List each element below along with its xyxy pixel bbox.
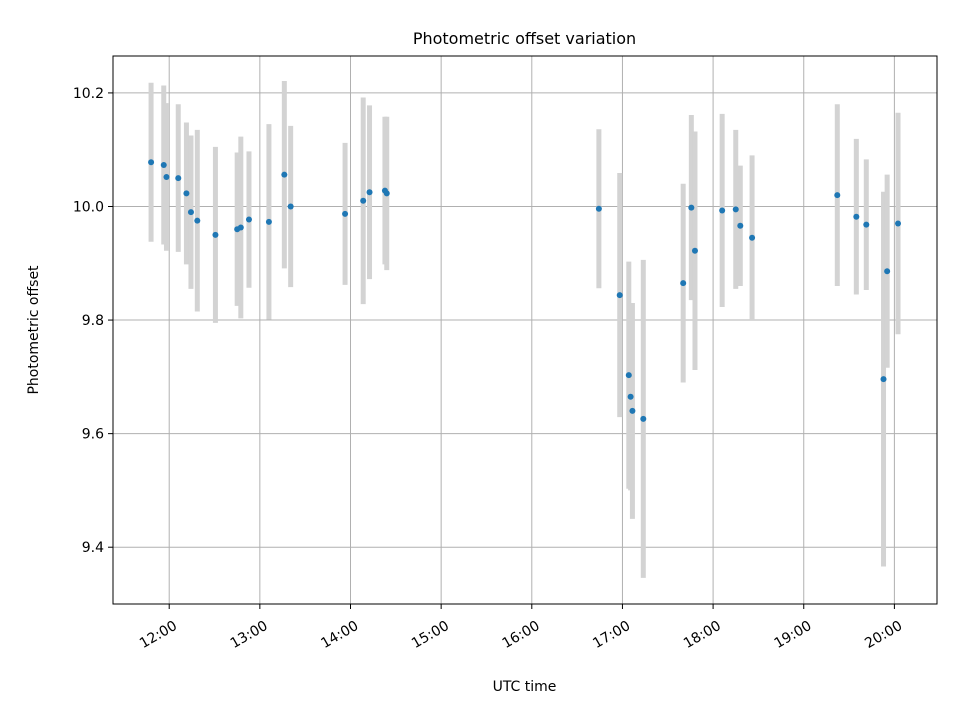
data-point — [680, 280, 687, 287]
data-point — [175, 175, 182, 182]
y-tick-label: 9.8 — [82, 313, 104, 329]
data-point — [629, 407, 636, 414]
data-point — [342, 210, 349, 217]
data-point — [732, 206, 739, 213]
data-point — [212, 231, 219, 238]
data-point — [160, 162, 167, 169]
data-points — [148, 159, 902, 422]
x-axis-label: UTC time — [493, 679, 557, 695]
y-tick-label: 9.6 — [82, 427, 104, 443]
data-point — [884, 268, 891, 275]
data-point — [853, 213, 860, 220]
data-point — [737, 222, 744, 229]
data-point — [719, 207, 726, 214]
y-tick-label: 10.0 — [73, 199, 104, 215]
y-axis-ticks: 9.4 9.6 9.8 10.0 10.2 — [73, 86, 113, 556]
data-point — [595, 205, 602, 212]
y-tick-label: 10.2 — [73, 86, 104, 102]
data-point — [749, 234, 756, 241]
data-point — [383, 190, 390, 197]
plot-frame — [112, 55, 938, 605]
data-point — [640, 415, 647, 422]
data-point — [895, 220, 902, 227]
data-point — [880, 376, 887, 383]
y-axis-label: Photometric offset — [26, 265, 42, 395]
data-point — [163, 173, 170, 180]
data-point — [616, 292, 623, 299]
data-point — [281, 171, 288, 178]
data-point — [627, 393, 634, 400]
data-point — [366, 189, 373, 196]
grid — [113, 56, 937, 604]
data-point — [194, 217, 201, 224]
data-point — [237, 224, 244, 231]
data-point — [691, 247, 698, 254]
data-point — [688, 204, 695, 211]
data-point — [360, 197, 367, 204]
data-point — [625, 372, 632, 379]
data-point — [287, 203, 294, 210]
y-tick-label: 9.4 — [82, 540, 104, 556]
data-point — [863, 221, 870, 228]
data-point — [148, 159, 155, 166]
chart-title: Photometric offset variation — [413, 29, 636, 48]
data-point — [187, 209, 194, 216]
data-point — [245, 216, 252, 223]
data-point — [834, 192, 841, 199]
data-point — [183, 190, 190, 197]
data-point — [265, 218, 272, 225]
